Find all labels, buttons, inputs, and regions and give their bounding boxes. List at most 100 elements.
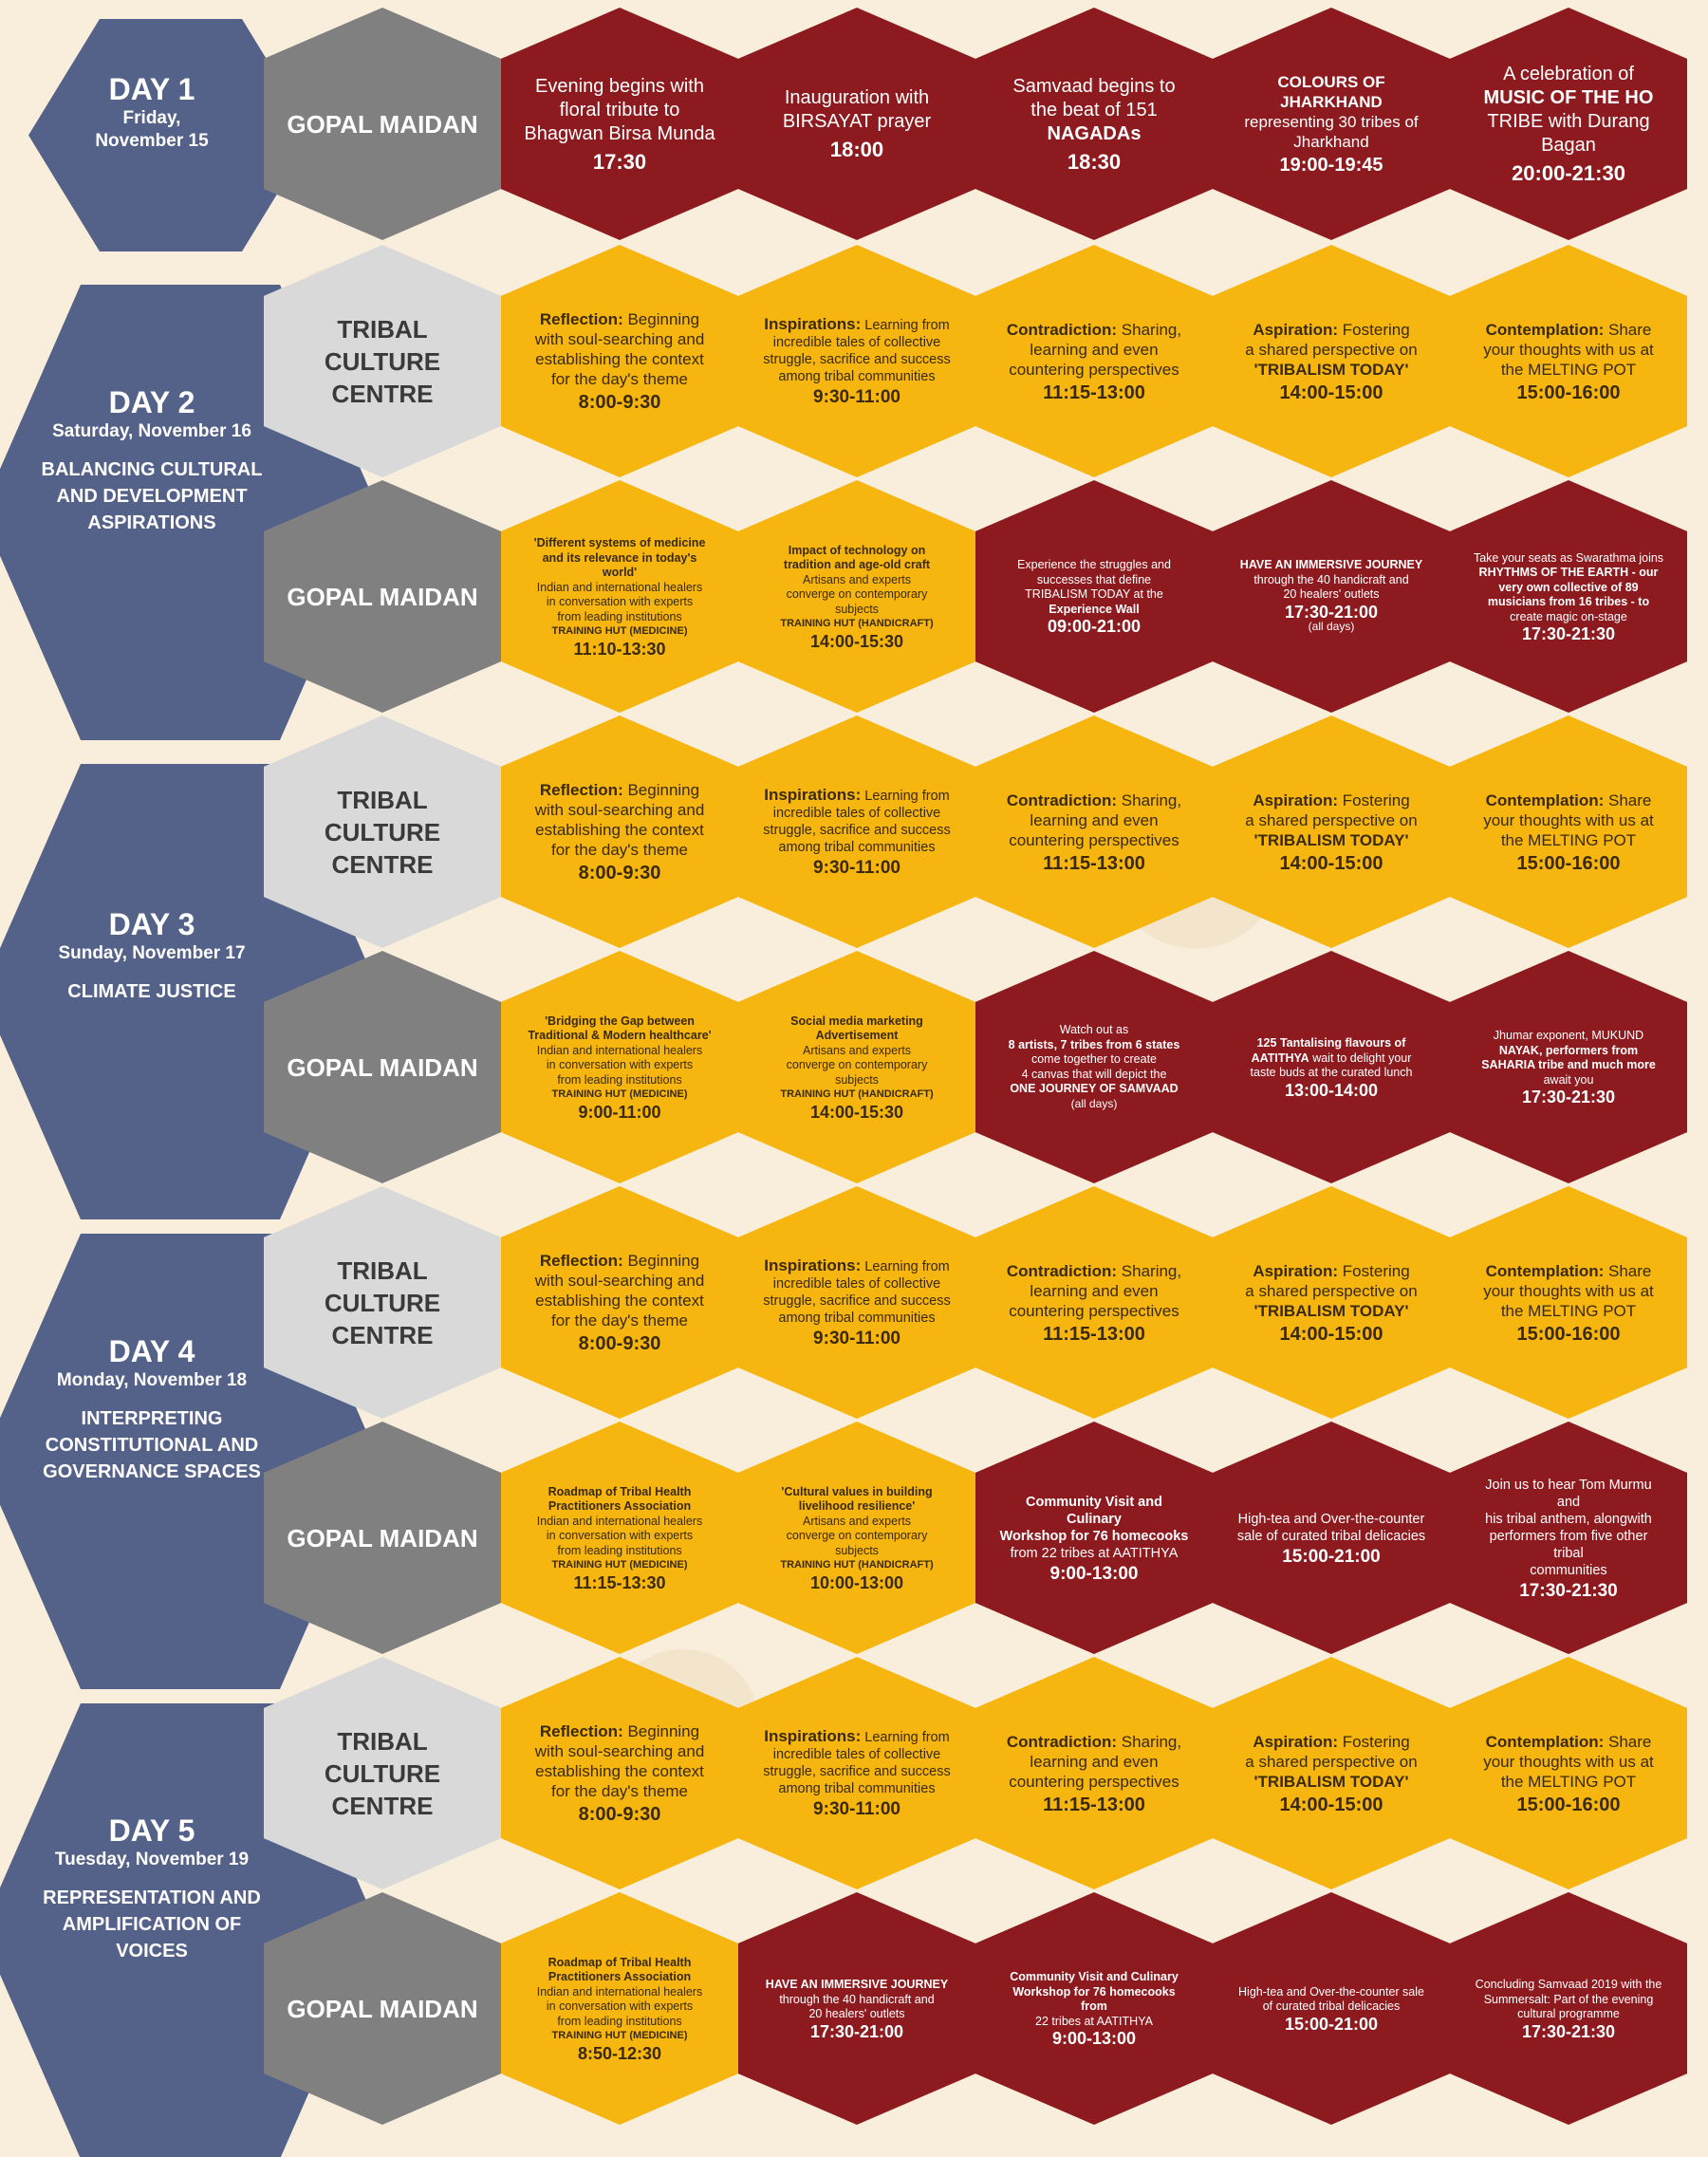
day4-label: DAY 4 Monday, November 18 INTERPRETING C… [33, 1333, 270, 1485]
event-text: 'Bridging the Gap between [545, 1013, 695, 1028]
event-text: 8 artists, 7 tribes from 6 states [1008, 1037, 1180, 1051]
event-text: subjects [835, 602, 879, 616]
session-text: establishing the context [535, 350, 704, 368]
event-time: 17:30-21:30 [1521, 1088, 1616, 1107]
day1-label: DAY 1 Friday, November 15 [57, 71, 247, 153]
session-text: incredible tales of collective [772, 1276, 941, 1292]
session-head: Contemplation: [1485, 1261, 1605, 1280]
event-text: livelihood resilience' [798, 1499, 916, 1514]
venue-label: CENTRE [331, 1320, 434, 1349]
event-text: subjects [835, 1543, 879, 1557]
session-head: Aspiration: [1253, 790, 1339, 809]
session-text: learning and even [1030, 810, 1159, 829]
session-head: Reflection: [539, 1722, 623, 1740]
session-time: 8:00-9:30 [578, 392, 661, 413]
day4-tcc-contemplation: Contemplation: Share your thoughts with … [1450, 1186, 1687, 1419]
venue-gopal-day3: GOPAL MAIDAN [264, 951, 501, 1183]
event-text: tradition and age-old craft [783, 558, 931, 572]
event-text: the beat of 151 [1030, 99, 1158, 121]
session-text: countering perspectives [1009, 1772, 1179, 1791]
venue-label: GOPAL MAIDAN [287, 109, 478, 139]
event-text: from leading institutions [557, 1543, 682, 1557]
session-text: Share [1608, 320, 1652, 339]
session-text: 'TRIBALISM TODAY' [1253, 360, 1409, 379]
event-text: floral tribute to [559, 99, 680, 121]
day1-date-line2: November 15 [95, 131, 209, 151]
session-text: incredible tales of collective [772, 1747, 941, 1762]
event-text: Traditional & Modern healthcare' [528, 1029, 712, 1043]
session-time: 15:00-16:00 [1516, 1323, 1621, 1345]
event-text: come together to create [1030, 1052, 1158, 1066]
event-text: NAYAK, performers from [1498, 1043, 1639, 1057]
venue-label: CULTURE [324, 1758, 441, 1788]
event-note: (all days) [1070, 1096, 1118, 1110]
venue-label: GOPAL MAIDAN [287, 1994, 478, 2023]
day5-tcc-contemplation: Contemplation: Share your thoughts with … [1450, 1657, 1687, 1889]
day2-tcc-inspirations: Inspirations: Learning from incredible t… [738, 245, 975, 477]
event-time: 13:00-14:00 [1284, 1080, 1379, 1100]
venue-tcc-day4: TRIBAL CULTURE CENTRE [264, 1186, 501, 1419]
event-text: 'Cultural values in building [781, 1484, 933, 1498]
session-time: 11:15-13:00 [1043, 1323, 1145, 1345]
event-text: Experience Wall [1049, 602, 1140, 616]
event-text: performers from five other tribal [1489, 1528, 1648, 1561]
session-text: 'TRIBALISM TODAY' [1253, 1301, 1409, 1320]
venue-label: CENTRE [331, 849, 434, 879]
session-text: incredible tales of collective [772, 335, 941, 350]
session-text: Learning from [864, 1730, 950, 1745]
day3-gopal-handicraft: Social media marketing Advertisement Art… [738, 951, 975, 1183]
event-text: through the 40 handicraft and [779, 1992, 935, 2006]
session-text: with soul-searching and [534, 801, 705, 819]
event-time: 17:30-21:30 [1521, 624, 1616, 643]
session-head: Inspirations: [764, 1256, 862, 1274]
session-time: 15:00-16:00 [1516, 852, 1621, 874]
session-text: countering perspectives [1009, 830, 1179, 849]
event-text: 'Different systems of medicine [533, 536, 706, 549]
session-time: 8:00-9:30 [578, 1333, 661, 1354]
event-text: Workshop for 76 homecooks from [1012, 1984, 1176, 2014]
day3-theme: CLIMATE JUSTICE [67, 981, 236, 1002]
session-text: 'TRIBALISM TODAY' [1253, 1772, 1409, 1791]
day2-title: DAY 2 [108, 385, 195, 419]
venue-label: GOPAL MAIDAN [287, 1052, 478, 1082]
venue-tcc-day3: TRIBAL CULTURE CENTRE [264, 716, 501, 948]
session-text: Share [1608, 1732, 1652, 1751]
day5-tcc-contradiction: Contradiction: Sharing, learning and eve… [975, 1657, 1213, 1889]
day2-gopal-medicine: 'Different systems of medicine and its r… [501, 480, 738, 713]
session-text: countering perspectives [1009, 360, 1179, 379]
session-text: 'TRIBALISM TODAY' [1253, 830, 1409, 849]
session-text: Share [1608, 790, 1652, 809]
event-time: 11:10-13:30 [573, 639, 666, 659]
event-text: Community Visit and Culinary [1010, 1970, 1179, 1984]
session-text: your thoughts with us at [1483, 1752, 1654, 1771]
session-time: 14:00-15:00 [1279, 381, 1383, 403]
session-text: establishing the context [535, 821, 704, 839]
session-head: Contemplation: [1485, 1732, 1605, 1751]
event-text: Artisans and experts [803, 572, 911, 586]
event-text: Practitioners Association [548, 1499, 692, 1514]
day2-tcc-reflection: Reflection: Beginning with soul-searchin… [501, 245, 738, 477]
event-text: Evening begins with [535, 75, 704, 97]
venue-label: TRIBAL [337, 314, 428, 344]
event-text: converge on contemporary [786, 1058, 928, 1072]
event-text: TRIBALISM TODAY at the [1025, 587, 1163, 602]
event-text: communities [1530, 1562, 1607, 1578]
session-text: Learning from [864, 318, 950, 333]
session-text: learning and even [1030, 1281, 1159, 1300]
day5-tcc-inspirations: Inspirations: Learning from incredible t… [738, 1657, 975, 1889]
day3-tcc-aspiration: Aspiration: Fostering a shared perspecti… [1213, 716, 1450, 948]
event-time: 17:30-21:00 [809, 2021, 904, 2041]
event-text: await you [1543, 1072, 1594, 1087]
session-head: Aspiration: [1253, 320, 1339, 339]
event-venue: TRAINING HUT (MEDICINE) [551, 2030, 688, 2042]
venue-label: CENTRE [331, 1791, 434, 1820]
event-text: Impact of technology on [788, 543, 926, 557]
event-text: in conversation with experts [546, 1058, 694, 1072]
session-time: 9:30-11:00 [813, 1329, 900, 1348]
event-text: HAVE AN IMMERSIVE JOURNEY [765, 1978, 949, 1991]
session-head: Aspiration: [1253, 1732, 1339, 1751]
session-time: 14:00-15:00 [1279, 1323, 1383, 1345]
event-text: Jharkhand [1293, 133, 1369, 151]
session-text: learning and even [1030, 1752, 1159, 1771]
event-text: Artisans and experts [803, 1043, 911, 1057]
